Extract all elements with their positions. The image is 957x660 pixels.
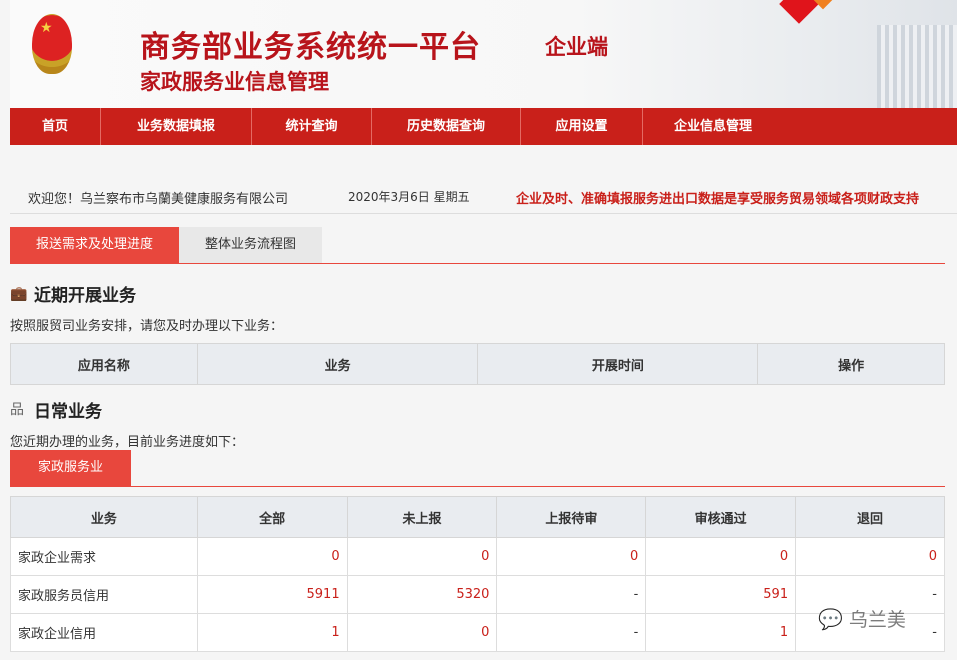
col-unreported: 未上报 <box>346 496 498 538</box>
subtab-underline <box>10 486 945 487</box>
count-cell: - <box>496 613 647 652</box>
site-subtitle: 家政服务业信息管理 <box>140 70 329 94</box>
notice-marquee: 企业及时、准确填报服务进出口数据是享受服务贸易领域各项财政支持 <box>516 192 920 207</box>
col-business: 业务 <box>196 343 479 385</box>
tab-flowchart[interactable]: 整体业务流程图 <box>179 227 323 263</box>
count-link[interactable]: 1 <box>645 613 797 652</box>
table-row: 家政企业信用 1 0-1- <box>10 613 945 652</box>
col-app-name: 应用名称 <box>10 343 198 385</box>
nav-history[interactable]: 历史数据查询 <box>372 108 521 145</box>
welcome-text: 欢迎您！乌兰察布市乌蘭美健康服务有限公司 <box>28 192 289 207</box>
nav-home[interactable]: 首页 <box>10 108 101 145</box>
recent-title: 近期开展业务 <box>34 286 136 306</box>
header-banner: ★ 商务部业务系统统一平台 企业端 家政服务业信息管理 <box>10 0 957 108</box>
count-link[interactable]: 0 <box>496 537 647 576</box>
count-link[interactable]: 0 <box>645 537 797 576</box>
col-approved: 审核通过 <box>645 496 797 538</box>
col-start-time: 开展时间 <box>477 343 759 385</box>
count-link[interactable]: 0 <box>346 537 498 576</box>
site-title: 商务部业务系统统一平台 <box>140 30 481 65</box>
business-name: 家政企业需求 <box>10 537 198 576</box>
current-date: 2020年3月6日 星期五 <box>348 190 470 204</box>
briefcase-icon: 💼 <box>10 285 28 302</box>
national-emblem-icon: ★ <box>32 14 72 74</box>
tab-underline <box>10 263 945 264</box>
daily-table: 业务 全部 未上报 上报待审 审核通过 退回 家政企业需求 0 0 0 0 0 家政服务员信… <box>10 496 945 652</box>
main-nav: 首页 业务数据填报 统计查询 历史数据查询 应用设置 企业信息管理 <box>10 108 957 145</box>
recent-section-heading: 💼 近期开展业务 <box>10 281 136 307</box>
watermark-text: 乌兰美 <box>848 609 906 631</box>
col-pending: 上报待审 <box>496 496 647 538</box>
building-image <box>877 25 957 108</box>
nav-settings[interactable]: 应用设置 <box>521 108 643 145</box>
daily-title: 日常业务 <box>34 402 102 422</box>
count-cell: - <box>496 575 647 614</box>
recent-desc: 按照服贸司业务安排，请您及时办理以下业务： <box>10 319 284 334</box>
count-link[interactable]: 0 <box>795 537 945 576</box>
col-business: 业务 <box>10 496 198 538</box>
org-chart-icon: 品 <box>10 401 24 418</box>
count-link[interactable]: 5320 <box>346 575 498 614</box>
nav-statistics[interactable]: 统计查询 <box>252 108 372 145</box>
count-link[interactable]: 5911 <box>196 575 348 614</box>
divider <box>10 213 957 214</box>
table-header-row: 应用名称 业务 开展时间 操作 <box>10 343 945 385</box>
wechat-watermark: 💬 乌兰美 <box>818 605 906 632</box>
col-returned: 退回 <box>795 496 945 538</box>
count-cell: - <box>795 613 945 652</box>
daily-desc: 您近期办理的业务，目前业务进度如下： <box>10 435 245 450</box>
table-header-row: 业务 全部 未上报 上报待审 审核通过 退回 <box>10 496 945 538</box>
table-row: 家政企业需求 0 0 0 0 0 <box>10 537 945 576</box>
count-link[interactable]: 1 <box>196 613 348 652</box>
recent-table: 应用名称 业务 开展时间 操作 <box>10 343 945 385</box>
business-name: 家政企业信用 <box>10 613 198 652</box>
wechat-icon: 💬 <box>818 606 843 631</box>
count-link[interactable]: 0 <box>346 613 498 652</box>
nav-company-info[interactable]: 企业信息管理 <box>673 119 752 134</box>
col-action: 操作 <box>757 343 945 385</box>
count-cell: - <box>795 575 945 614</box>
daily-section-heading: 品 日常业务 <box>10 397 102 423</box>
nav-data-entry[interactable]: 业务数据填报 <box>101 108 252 145</box>
col-all: 全部 <box>196 496 348 538</box>
tab-housekeeping[interactable]: 家政服务业 <box>10 450 131 486</box>
tab-progress[interactable]: 报送需求及处理进度 <box>10 227 180 263</box>
main-tabs: 报送需求及处理进度 整体业务流程图 <box>10 227 323 263</box>
table-row: 家政服务员信用 5911 5320-591- <box>10 575 945 614</box>
decor-diamond <box>779 0 819 24</box>
count-link[interactable]: 591 <box>645 575 797 614</box>
business-name: 家政服务员信用 <box>10 575 198 614</box>
client-label: 企业端 <box>545 35 608 59</box>
count-link[interactable]: 0 <box>196 537 348 576</box>
